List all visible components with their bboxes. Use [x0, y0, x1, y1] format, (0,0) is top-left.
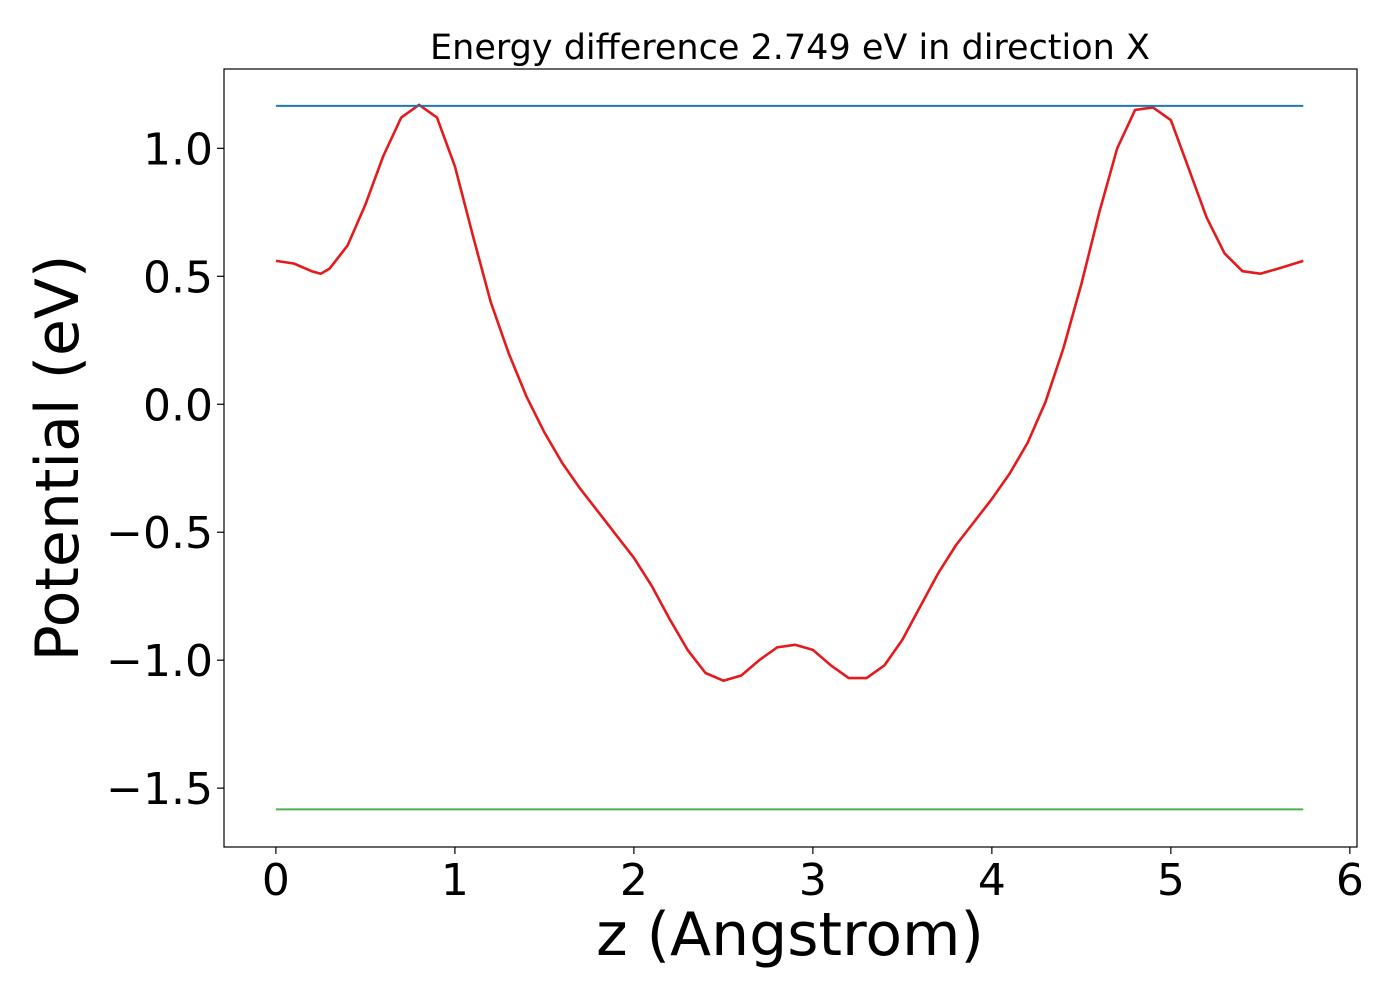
- x-axis: 0 1 2 3 4 5 6: [262, 847, 1364, 906]
- y-tick-label: −1.5: [106, 764, 213, 815]
- y-axis: −1.5 −1.0 −0.5 0.0 0.5 1.0: [106, 124, 224, 815]
- plot-frame: [223, 68, 1358, 848]
- x-tick-label: 2: [620, 855, 648, 906]
- x-tick-label: 0: [262, 855, 290, 906]
- y-tick-label: −1.0: [106, 636, 213, 687]
- plot-area: [275, 103, 1304, 811]
- y-axis-label: Potential (eV): [23, 255, 93, 662]
- y-tick-label: −0.5: [106, 508, 213, 559]
- x-tick-label: 4: [978, 855, 1006, 906]
- x-axis-label: z (Angstrom): [596, 900, 984, 970]
- x-tick-label: 5: [1157, 855, 1185, 906]
- y-tick-label: 0.5: [143, 252, 213, 303]
- x-tick-label: 3: [799, 855, 827, 906]
- x-tick-label: 6: [1336, 855, 1364, 906]
- y-tick-label: 0.0: [143, 380, 213, 431]
- chart-title: Energy difference 2.749 eV in direction …: [430, 28, 1150, 68]
- y-tick-label: 1.0: [143, 124, 213, 175]
- potential-curve: [275, 103, 1304, 683]
- x-tick-label: 1: [441, 855, 469, 906]
